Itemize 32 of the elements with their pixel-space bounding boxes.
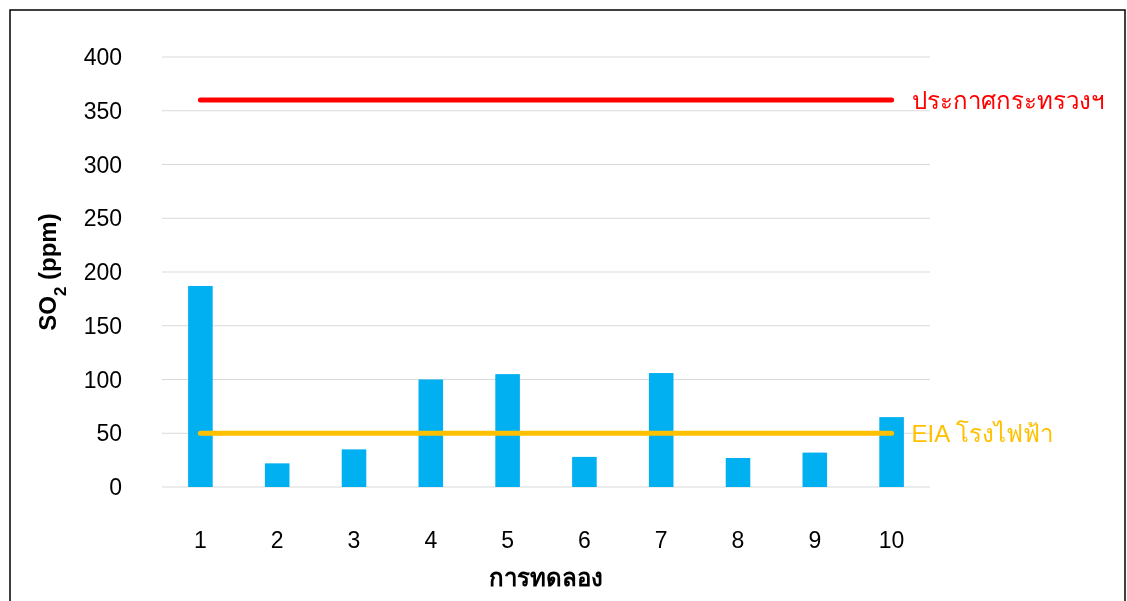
x-tick-label: 1 (194, 527, 207, 553)
y-tick-label: 50 (96, 420, 122, 447)
bar (879, 417, 904, 487)
x-tick-label: 10 (878, 527, 905, 553)
y-tick-label: 400 (83, 44, 122, 70)
bar (495, 374, 520, 487)
bar (725, 457, 751, 487)
y-tick-label: 250 (83, 205, 122, 232)
bar (264, 463, 290, 487)
x-tick-label: 2 (270, 527, 284, 553)
bar (341, 449, 367, 487)
bar (572, 456, 597, 487)
x-axis-title: การทดลอง (489, 564, 603, 591)
bar (648, 373, 674, 487)
y-tick-label: 100 (83, 366, 122, 393)
x-tick-label: 5 (501, 527, 514, 553)
bar (802, 452, 828, 487)
x-tick-label: 6 (578, 527, 591, 553)
x-tick-label: 7 (654, 527, 668, 553)
x-tick-label: 9 (808, 527, 822, 553)
y-tick-label: 0 (109, 474, 122, 500)
bar (188, 285, 213, 487)
x-tick-label: 4 (424, 527, 438, 553)
bar (418, 379, 444, 487)
y-tick-label: 150 (83, 312, 122, 339)
y-tick-label: 350 (83, 97, 122, 124)
x-tick-label: 8 (731, 527, 745, 553)
series-label: ประกาศกระทรวงฯ (911, 87, 1104, 114)
y-tick-label: 300 (83, 151, 122, 178)
x-tick-label: 3 (347, 527, 361, 553)
y-tick-label: 200 (83, 259, 122, 285)
series-label: EIA โรงไฟฟ้า (911, 420, 1053, 448)
